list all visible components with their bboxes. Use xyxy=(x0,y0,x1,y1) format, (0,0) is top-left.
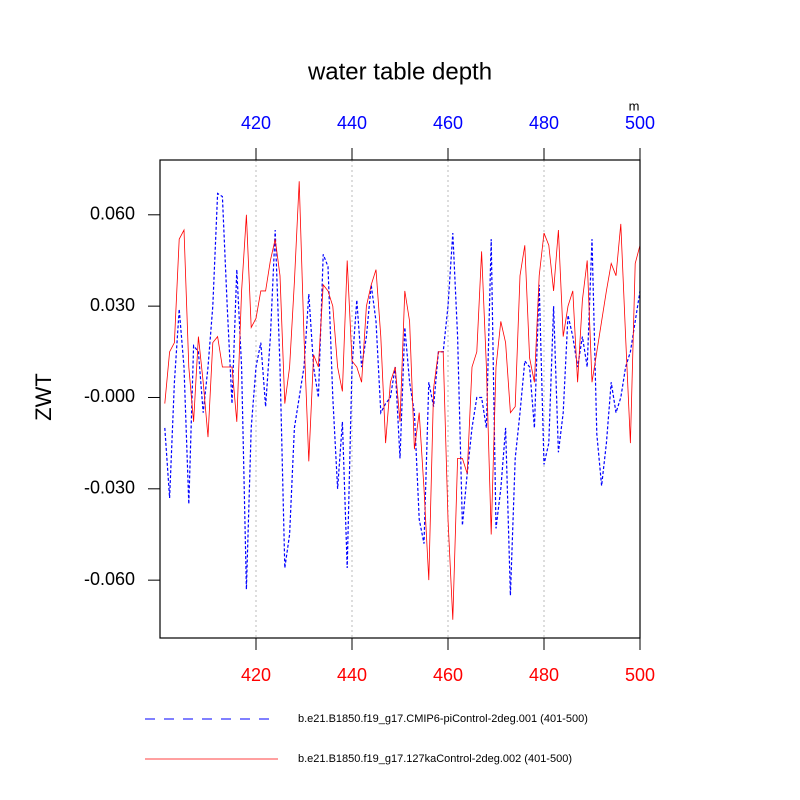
series-line xyxy=(164,192,641,596)
x2-tick-label: 420 xyxy=(241,113,271,133)
x2-tick-label: 500 xyxy=(625,113,655,133)
x2-axis-unit: m xyxy=(629,98,640,113)
x-tick-label: 500 xyxy=(625,665,655,685)
legend-label: b.e21.B1850.f19_g17.127kaControl-2deg.00… xyxy=(298,753,572,765)
x-tick-label: 420 xyxy=(241,665,271,685)
x-tick-label: 460 xyxy=(433,665,463,685)
y-tick-label: 0.030 xyxy=(90,295,135,315)
chart-title: water table depth xyxy=(307,58,492,85)
y-axis-label: ZWT xyxy=(31,373,56,421)
legend-label: b.e21.B1850.f19_g17.CMIP6-piControl-2deg… xyxy=(298,713,588,725)
plot-frame xyxy=(159,159,641,639)
x2-tick-label: 480 xyxy=(529,113,559,133)
x-tick-label: 440 xyxy=(337,665,367,685)
x2-tick-label: 440 xyxy=(337,113,367,133)
series-line xyxy=(164,181,641,620)
y-tick-label: -0.030 xyxy=(84,478,135,498)
x2-tick-label: 460 xyxy=(433,113,463,133)
y-tick-label: 0.060 xyxy=(90,204,135,224)
x-tick-label: 480 xyxy=(529,665,559,685)
y-tick-label: -0.060 xyxy=(84,569,135,589)
y-tick-label: -0.000 xyxy=(84,386,135,406)
